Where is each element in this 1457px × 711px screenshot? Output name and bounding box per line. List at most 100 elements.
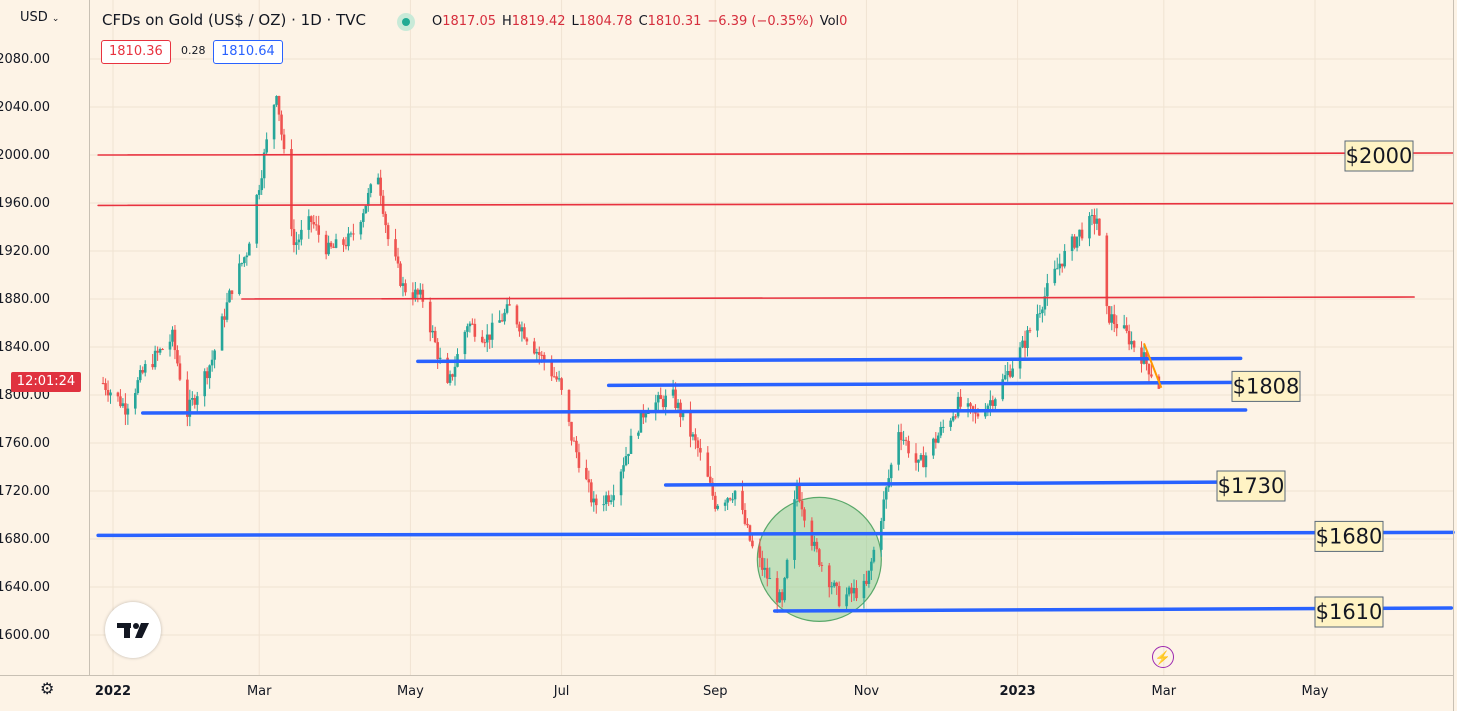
candle bbox=[609, 500, 613, 502]
ohlc-value: 1819.42 bbox=[511, 14, 566, 29]
candle bbox=[277, 96, 281, 115]
candle bbox=[1088, 216, 1091, 239]
candle bbox=[711, 482, 715, 496]
candle bbox=[899, 432, 903, 441]
candle bbox=[195, 396, 199, 405]
candle bbox=[696, 440, 700, 448]
candle bbox=[379, 177, 382, 196]
candle bbox=[188, 399, 192, 417]
y-tick-label: 1920.00 bbox=[0, 244, 50, 259]
market-status-icon[interactable] bbox=[397, 13, 415, 31]
candle bbox=[262, 152, 266, 179]
candle bbox=[813, 541, 816, 546]
candle bbox=[587, 479, 591, 483]
gear-icon[interactable]: ⚙ bbox=[40, 681, 55, 698]
candle bbox=[882, 499, 886, 522]
candle bbox=[421, 289, 425, 302]
candle bbox=[656, 395, 660, 403]
candle bbox=[508, 304, 511, 306]
candle bbox=[914, 453, 918, 463]
candle bbox=[815, 541, 819, 550]
candle bbox=[290, 149, 293, 230]
candle bbox=[798, 485, 801, 501]
candle bbox=[473, 323, 477, 337]
candle bbox=[109, 392, 112, 396]
candle bbox=[884, 487, 888, 500]
x-tick-label: Sep bbox=[703, 684, 728, 699]
candle bbox=[282, 134, 286, 150]
candle bbox=[1021, 340, 1024, 348]
candle bbox=[366, 192, 370, 206]
x-axis[interactable]: 2022 Mar May Jul Sep Nov 2023 Mar May bbox=[95, 684, 1329, 699]
candle bbox=[1060, 263, 1064, 267]
candle bbox=[533, 341, 536, 354]
candle bbox=[104, 383, 107, 390]
candle bbox=[939, 426, 943, 436]
lightning-icon[interactable]: ⚡ bbox=[1152, 646, 1174, 668]
candle bbox=[404, 283, 407, 293]
currency-label: USD bbox=[20, 10, 48, 25]
candle bbox=[186, 379, 189, 417]
y-tick-label: 1680.00 bbox=[0, 532, 50, 547]
level-label: $1730 bbox=[1218, 474, 1285, 498]
candle bbox=[1046, 283, 1049, 297]
candle bbox=[1006, 371, 1009, 376]
candle bbox=[411, 292, 415, 299]
candle bbox=[1095, 218, 1099, 224]
candle bbox=[490, 322, 494, 340]
y-tick-label: 1640.00 bbox=[0, 580, 50, 595]
candle bbox=[243, 257, 246, 264]
candle bbox=[1150, 374, 1153, 377]
level-lines[interactable] bbox=[96, 152, 1455, 613]
candle bbox=[627, 453, 630, 457]
symbol-title[interactable]: CFDs on Gold (US$ / OZ) · 1D · TVC bbox=[102, 11, 366, 29]
candle bbox=[466, 326, 469, 332]
candle bbox=[902, 439, 905, 441]
currency-selector[interactable]: USD ⌄ bbox=[20, 10, 59, 25]
candle bbox=[585, 467, 588, 480]
candle bbox=[624, 456, 628, 466]
candle bbox=[176, 350, 179, 364]
candle bbox=[505, 304, 509, 313]
candle bbox=[917, 459, 920, 463]
candle bbox=[297, 239, 301, 243]
candle bbox=[647, 412, 650, 414]
candle bbox=[959, 396, 962, 407]
candle bbox=[153, 350, 157, 368]
candle bbox=[225, 302, 229, 320]
y-axis[interactable]: 2080.00 2040.00 2000.00 1960.00 1920.00 1880.… bbox=[0, 52, 50, 643]
candle bbox=[560, 378, 563, 390]
candle bbox=[1008, 371, 1012, 377]
candle bbox=[954, 416, 957, 418]
candle bbox=[208, 365, 211, 379]
candle bbox=[976, 413, 980, 417]
candle bbox=[607, 495, 610, 502]
buy-price-button[interactable]: 1810.64 bbox=[213, 40, 283, 64]
candle bbox=[897, 432, 900, 465]
candle bbox=[138, 370, 142, 381]
candle bbox=[446, 357, 449, 383]
candle bbox=[317, 225, 321, 235]
candle bbox=[1043, 296, 1047, 310]
candle bbox=[344, 244, 348, 247]
candle bbox=[433, 330, 437, 343]
candle bbox=[974, 411, 977, 414]
candle bbox=[577, 452, 581, 468]
candle bbox=[993, 399, 997, 406]
y-tick-label: 2040.00 bbox=[0, 100, 50, 115]
candle bbox=[436, 342, 439, 360]
candle bbox=[161, 349, 164, 351]
candle bbox=[1130, 341, 1133, 345]
ohlc-value: −6.39 (−0.35%) bbox=[707, 14, 814, 29]
candle bbox=[468, 323, 472, 327]
candle bbox=[619, 471, 623, 496]
sell-price-button[interactable]: 1810.36 bbox=[101, 40, 171, 64]
tradingview-logo[interactable] bbox=[105, 602, 161, 658]
candle bbox=[555, 376, 558, 380]
candle bbox=[830, 586, 834, 588]
candle bbox=[525, 338, 529, 342]
candle bbox=[820, 565, 824, 567]
candle bbox=[1122, 325, 1126, 329]
